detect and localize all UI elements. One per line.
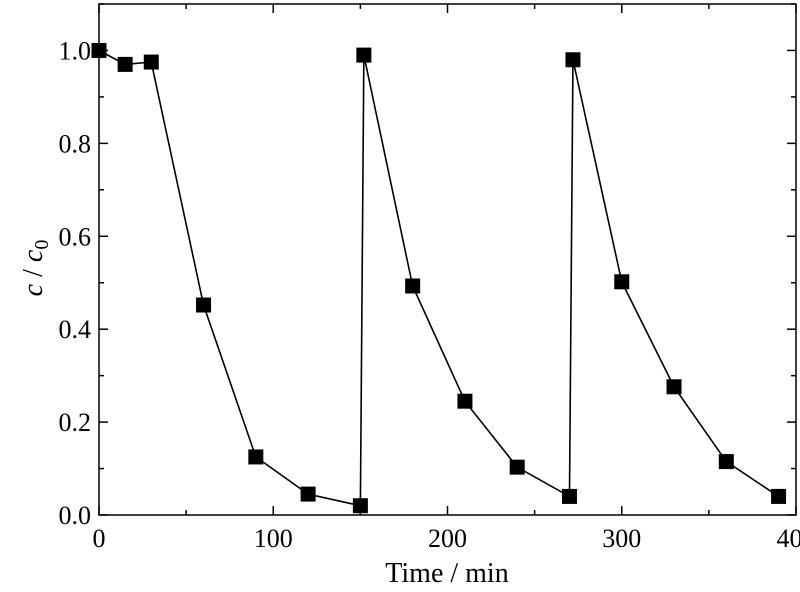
- data-point: [614, 274, 630, 290]
- data-point: [666, 379, 682, 395]
- data-point: [117, 56, 133, 72]
- x-axis-label: Time / min: [385, 558, 508, 589]
- x-tick-label: 300: [602, 524, 641, 553]
- data-point: [196, 297, 212, 313]
- data-point: [143, 54, 159, 70]
- x-tick-label: 400: [777, 524, 800, 553]
- data-point: [248, 449, 264, 465]
- data-point: [561, 488, 577, 504]
- data-point: [565, 52, 581, 68]
- y-tick-label: 0.8: [59, 129, 92, 158]
- data-point: [509, 459, 525, 475]
- data-point: [352, 498, 368, 514]
- y-tick-label: 0.0: [59, 501, 92, 530]
- x-tick-labels: 0 100 200 300 400: [93, 524, 800, 553]
- data-point: [356, 47, 372, 63]
- y-axis-label-c: c: [18, 283, 49, 296]
- series-line: [98, 49, 780, 507]
- axis-ticks: [98, 3, 797, 516]
- y-tick-label: 1.0: [59, 36, 92, 65]
- data-point: [771, 488, 787, 504]
- data-point: [718, 454, 734, 470]
- y-tick-labels: 0.0 0.2 0.4 0.6 0.8 1.0: [59, 36, 92, 530]
- y-axis-label-sep: /: [18, 262, 49, 284]
- data-point: [300, 486, 316, 502]
- y-axis-label-c0: c: [18, 249, 49, 262]
- data-point: [405, 278, 421, 294]
- x-tick-label: 100: [254, 524, 293, 553]
- y-tick-label: 0.2: [59, 408, 92, 437]
- plot-area: [91, 42, 787, 514]
- y-tick-label: 0.4: [59, 315, 92, 344]
- y-axis-label: c / c0: [18, 240, 53, 297]
- y-axis-label-subscript: 0: [31, 240, 53, 250]
- y-tick-label: 0.6: [59, 222, 92, 251]
- x-tick-label: 200: [428, 524, 467, 553]
- plot-frame: [98, 3, 797, 516]
- x-tick-label: 0: [93, 524, 106, 553]
- data-point: [457, 393, 473, 409]
